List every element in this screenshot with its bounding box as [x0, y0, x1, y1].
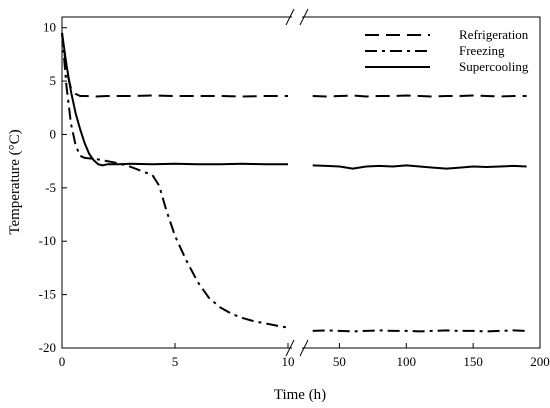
- series-line-refrigeration: [61, 32, 288, 98]
- x-tick-label: 150: [463, 354, 483, 369]
- series-line-freezing: [61, 32, 289, 329]
- series-line-freezing: [312, 329, 527, 333]
- y-tick-label: -10: [39, 233, 56, 248]
- x-tick-label: 200: [530, 354, 550, 369]
- y-tick-label: 10: [43, 20, 56, 35]
- legend-label: Supercooling: [459, 59, 529, 74]
- y-axis-title: Temperature (°C): [7, 129, 23, 234]
- x-tick-label: 100: [397, 354, 417, 369]
- axis-break-slash: [285, 339, 295, 357]
- y-tick-label: 0: [50, 126, 57, 141]
- legend-label: Refrigeration: [459, 27, 529, 42]
- axis-break-slash: [299, 339, 309, 357]
- y-tick-label: -20: [39, 340, 56, 355]
- series-line-supercooling: [312, 164, 527, 170]
- y-tick-label: -15: [39, 287, 56, 302]
- axis-break-slash: [299, 8, 309, 26]
- axes-layer: Time (h) Temperature (°C): [7, 16, 541, 403]
- x-axis-title: Time (h): [274, 387, 326, 403]
- axis-break: [285, 8, 309, 357]
- y-tick-label: -5: [45, 180, 56, 195]
- break-gap-top: [292, 14, 302, 20]
- x-tick-label: 50: [333, 354, 346, 369]
- series-line-supercooling: [61, 32, 288, 167]
- y-tick-label: 5: [50, 73, 57, 88]
- x-tick-label: 0: [59, 354, 66, 369]
- axis-break-slash: [285, 8, 295, 26]
- x-tick-label: 5: [172, 354, 179, 369]
- break-gap-bottom: [292, 345, 302, 351]
- series-layer: [61, 32, 527, 333]
- legend-label: Freezing: [459, 43, 505, 58]
- x-tick-label: 10: [282, 354, 295, 369]
- series-line-refrigeration: [312, 94, 527, 98]
